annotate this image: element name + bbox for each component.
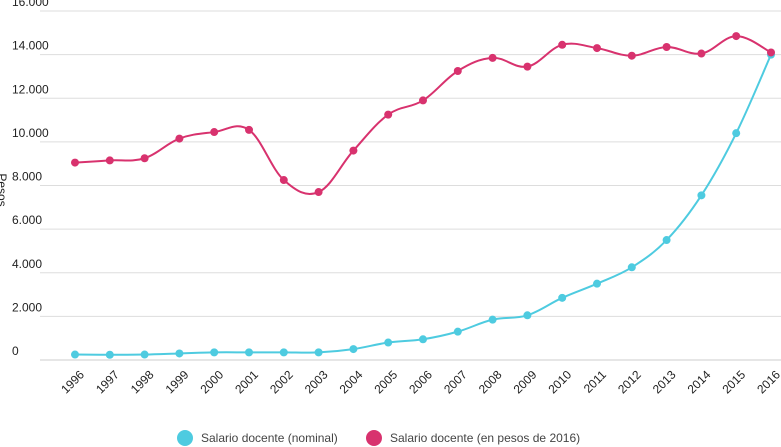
data-point[interactable]	[210, 128, 219, 137]
data-point[interactable]	[662, 236, 671, 245]
legend-marker	[177, 430, 193, 446]
data-point[interactable]	[523, 62, 532, 71]
data-point[interactable]	[210, 348, 219, 357]
y-tick-label: 8.000	[12, 170, 42, 184]
x-tick-label: 2001	[232, 367, 261, 396]
x-tick-label: 2008	[476, 367, 505, 396]
data-point[interactable]	[488, 53, 497, 62]
data-point[interactable]	[419, 335, 427, 344]
legend-label: Salario docente (nominal)	[201, 431, 338, 445]
x-tick-label: 2016	[754, 367, 781, 396]
legend-item[interactable]: Salario docente (en pesos de 2016)	[366, 430, 580, 446]
data-point[interactable]	[697, 191, 706, 200]
x-tick-label: 2013	[650, 367, 679, 396]
x-tick-label: 2009	[511, 367, 540, 396]
y-tick-label: 0	[12, 344, 19, 358]
data-point[interactable]	[384, 338, 393, 347]
legend-label: Salario docente (en pesos de 2016)	[390, 431, 580, 445]
data-point[interactable]	[453, 327, 462, 336]
data-point[interactable]	[175, 134, 184, 143]
data-point[interactable]	[314, 348, 323, 357]
x-tick-label: 2010	[545, 367, 574, 396]
legend-item[interactable]: Salario docente (nominal)	[177, 430, 338, 446]
series-real-2016	[71, 32, 775, 197]
x-tick-label: 2002	[267, 367, 296, 396]
data-point[interactable]	[71, 350, 79, 359]
data-point[interactable]	[279, 348, 288, 357]
data-point[interactable]	[349, 345, 358, 354]
data-point[interactable]	[558, 40, 567, 49]
x-tick-label: 2011	[581, 367, 609, 395]
x-tick-label: 1996	[58, 367, 87, 396]
data-point[interactable]	[732, 32, 741, 41]
x-tick-label: 2006	[406, 367, 435, 396]
legend[interactable]: Salario docente (nominal) Salario docente…	[177, 430, 580, 446]
y-tick-label: 6.000	[12, 213, 42, 227]
legend-marker	[366, 430, 382, 446]
x-tick-label: 1999	[163, 367, 192, 396]
data-point[interactable]	[314, 188, 323, 197]
y-tick-label: 4.000	[12, 257, 42, 271]
data-point[interactable]	[384, 110, 393, 119]
x-tick-label: 2012	[615, 367, 644, 396]
y-tick-label: 10.000	[12, 126, 49, 140]
data-point[interactable]	[558, 293, 567, 302]
data-point[interactable]	[175, 349, 184, 358]
x-tick-label: 2007	[441, 367, 470, 396]
y-axis-label: Pesos	[0, 173, 9, 206]
axes: 0 2.000 4.000 6.000 8.000 10.000 12.000 14.000 1…	[12, 0, 781, 396]
x-tick-label: 2003	[302, 367, 331, 396]
data-point[interactable]	[697, 49, 706, 58]
data-point[interactable]	[105, 350, 114, 359]
data-point[interactable]	[245, 125, 253, 134]
data-point[interactable]	[105, 156, 114, 165]
x-tick-label: 2015	[719, 367, 748, 396]
x-tick-label: 2004	[337, 367, 366, 396]
x-tick-label: 2000	[197, 367, 226, 396]
data-point[interactable]	[349, 146, 358, 155]
data-point[interactable]	[593, 44, 601, 53]
data-point[interactable]	[662, 42, 671, 51]
series-line	[74, 35, 772, 195]
data-point[interactable]	[523, 311, 532, 320]
x-tick-label: 2005	[371, 367, 400, 396]
data-point[interactable]	[627, 263, 636, 272]
y-tick-label: 14.000	[12, 39, 49, 53]
data-point[interactable]	[767, 48, 775, 57]
gridlines	[40, 10, 781, 317]
data-point[interactable]	[593, 279, 601, 288]
data-point[interactable]	[279, 176, 288, 185]
data-point[interactable]	[140, 154, 149, 163]
data-point[interactable]	[71, 158, 79, 167]
data-point[interactable]	[245, 348, 253, 357]
y-tick-label: 16.000	[12, 0, 49, 9]
data-point[interactable]	[488, 315, 497, 324]
data-point[interactable]	[140, 350, 149, 359]
y-tick-label: 12.000	[12, 82, 49, 96]
x-tick-label: 1998	[128, 367, 157, 396]
data-point[interactable]	[627, 51, 636, 60]
y-tick-label: 2.000	[12, 300, 42, 314]
data-point[interactable]	[732, 129, 741, 138]
data-point[interactable]	[453, 66, 462, 75]
series-lines	[71, 32, 775, 359]
series-nominal	[71, 50, 775, 359]
x-tick-label: 2014	[685, 367, 714, 396]
x-tick-label: 1997	[93, 367, 122, 396]
data-point[interactable]	[419, 96, 427, 105]
